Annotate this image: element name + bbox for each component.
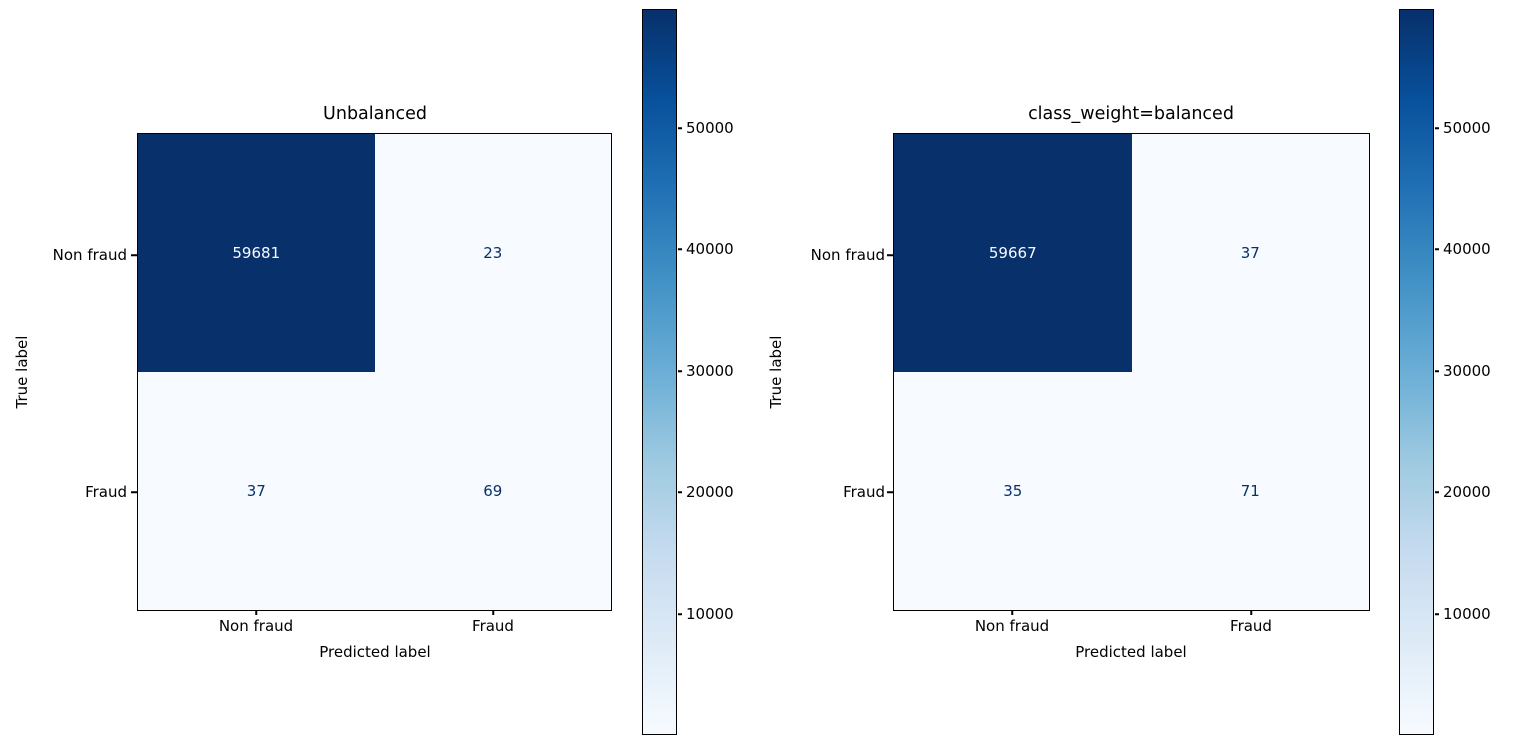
right-ytick-fraud bbox=[887, 491, 893, 493]
right-ytick-label-nonfraud: Non fraud bbox=[810, 246, 885, 264]
left-colorbar-label-20000: 20000 bbox=[686, 483, 734, 501]
right-xtick-label-nonfraud: Non fraud bbox=[974, 617, 1050, 635]
left-xtick-nonfraud bbox=[255, 611, 257, 615]
right-xtick-label-fraud: Fraud bbox=[1230, 617, 1272, 635]
left-colorbar-label-50000: 50000 bbox=[686, 119, 734, 137]
left-colorbar-tick-50000 bbox=[678, 127, 682, 129]
right-xtick-fraud bbox=[1250, 611, 1252, 615]
left-cell-true-nonfraud-pred-nonfraud: 59681 bbox=[138, 134, 375, 372]
right-confusion-matrix: 59667 37 35 71 bbox=[893, 133, 1370, 611]
left-colorbar-tick-20000 bbox=[678, 491, 682, 493]
right-colorbar-tick-50000 bbox=[1435, 127, 1439, 129]
right-yaxis-label: True label bbox=[767, 335, 785, 409]
left-xtick-label-nonfraud: Non fraud bbox=[218, 617, 294, 635]
left-ytick-label-fraud: Fraud bbox=[85, 483, 127, 501]
left-confusion-matrix: 59681 23 37 69 bbox=[137, 133, 612, 611]
right-colorbar-tick-20000 bbox=[1435, 491, 1439, 493]
left-colorbar-label-30000: 30000 bbox=[686, 362, 734, 380]
right-colorbar-tick-10000 bbox=[1435, 613, 1439, 615]
right-cell-true-fraud-pred-fraud: 71 bbox=[1240, 482, 1260, 500]
right-colorbar-label-40000: 40000 bbox=[1443, 240, 1491, 258]
left-xtick-fraud bbox=[492, 611, 494, 615]
right-colorbar-label-10000: 10000 bbox=[1443, 605, 1491, 623]
left-cell-true-fraud-pred-nonfraud: 37 bbox=[246, 482, 266, 500]
right-colorbar-label-50000: 50000 bbox=[1443, 119, 1491, 137]
right-ytick-label-fraud: Fraud bbox=[843, 483, 885, 501]
left-cell-true-fraud-pred-fraud: 69 bbox=[483, 482, 503, 500]
left-ytick-nonfraud bbox=[131, 254, 137, 256]
left-colorbar-tick-10000 bbox=[678, 613, 682, 615]
right-colorbar-label-30000: 30000 bbox=[1443, 362, 1491, 380]
left-colorbar-label-10000: 10000 bbox=[686, 605, 734, 623]
left-colorbar-label-40000: 40000 bbox=[686, 240, 734, 258]
left-xtick-label-fraud: Fraud bbox=[472, 617, 514, 635]
left-colorbar-tick-30000 bbox=[678, 370, 682, 372]
left-ytick-label-nonfraud: Non fraud bbox=[52, 246, 127, 264]
left-ytick-fraud bbox=[131, 491, 137, 493]
right-colorbar bbox=[1399, 9, 1434, 735]
left-xaxis-label: Predicted label bbox=[319, 643, 431, 661]
right-ytick-nonfraud bbox=[887, 254, 893, 256]
right-plot-title: class_weight=balanced bbox=[1028, 104, 1234, 124]
right-xaxis-label: Predicted label bbox=[1075, 643, 1187, 661]
right-colorbar-tick-30000 bbox=[1435, 370, 1439, 372]
left-cell-true-nonfraud-pred-fraud: 23 bbox=[483, 244, 503, 262]
right-xtick-nonfraud bbox=[1011, 611, 1013, 615]
right-cell-true-nonfraud-pred-fraud: 37 bbox=[1240, 244, 1260, 262]
left-plot-title: Unbalanced bbox=[323, 104, 427, 124]
left-colorbar-tick-40000 bbox=[678, 248, 682, 250]
right-colorbar-tick-40000 bbox=[1435, 248, 1439, 250]
left-yaxis-label: True label bbox=[13, 335, 31, 409]
right-colorbar-label-20000: 20000 bbox=[1443, 483, 1491, 501]
right-cell-true-nonfraud-pred-nonfraud: 59667 bbox=[894, 134, 1132, 372]
left-colorbar bbox=[642, 9, 677, 735]
right-cell-true-fraud-pred-nonfraud: 35 bbox=[1003, 482, 1023, 500]
